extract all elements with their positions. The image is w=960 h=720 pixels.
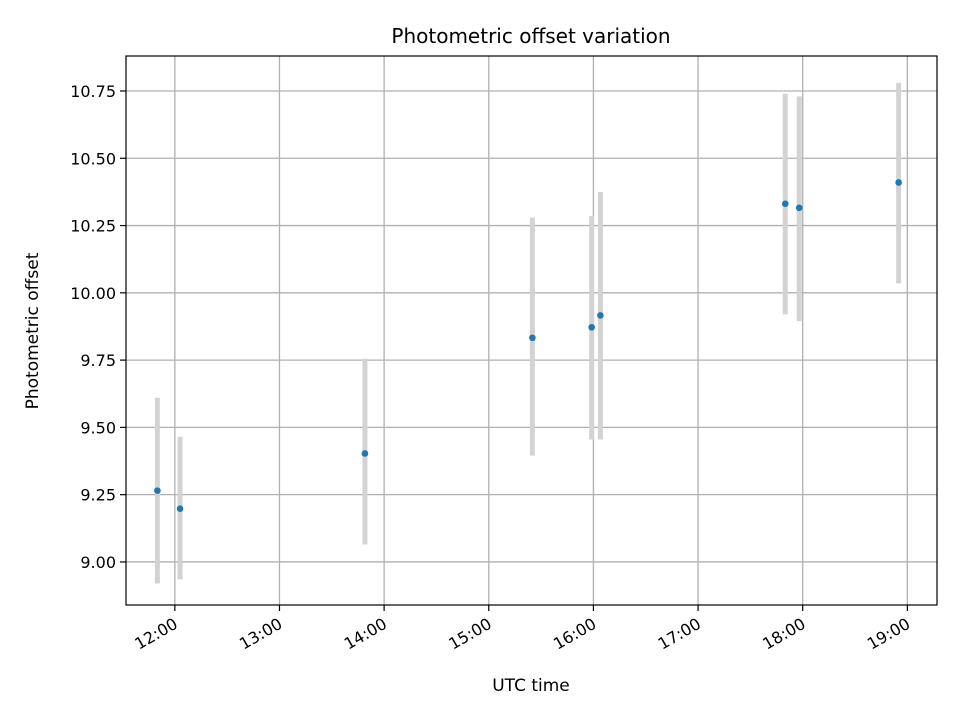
chart-title: Photometric offset variation [391, 24, 670, 48]
data-point [529, 334, 536, 342]
x-tick-label: 16:00 [550, 614, 599, 654]
y-tick-label: 9.00 [80, 553, 116, 572]
data-point [176, 505, 184, 512]
y-axis-title: Photometric offset [23, 252, 43, 409]
plot-frame [125, 55, 938, 606]
point-layer [154, 179, 902, 512]
y-tick-label: 9.75 [80, 351, 116, 370]
y-tick-label: 9.50 [80, 418, 116, 437]
y-tick-label: 10.00 [70, 284, 116, 303]
x-axis: 12:00 13:00 14:00 15:00 16:00 17:00 18:00 19:00 [131, 605, 913, 654]
data-point [588, 323, 595, 331]
data-point [781, 200, 789, 208]
y-axis: 9.00 9.25 9.50 9.75 10.00 10.25 10.50 10.75 [70, 82, 126, 572]
x-tick-label: 13:00 [236, 614, 285, 654]
data-point [795, 204, 803, 212]
x-tick-label: 14:00 [341, 614, 390, 654]
data-point [154, 487, 161, 494]
x-axis-title: UTC time [492, 676, 570, 696]
y-tick-label: 10.25 [70, 217, 116, 236]
data-point [597, 312, 604, 319]
x-tick-label: 19:00 [864, 614, 913, 654]
x-tick-label: 15:00 [445, 614, 494, 654]
x-tick-label: 12:00 [131, 614, 180, 654]
data-point [361, 450, 369, 457]
y-tick-label: 10.50 [70, 149, 116, 168]
data-point [895, 179, 902, 186]
y-tick-label: 9.25 [80, 486, 116, 505]
x-tick-label: 17:00 [655, 614, 704, 654]
x-tick-label: 18:00 [759, 614, 808, 654]
y-tick-label: 10.75 [70, 82, 116, 101]
